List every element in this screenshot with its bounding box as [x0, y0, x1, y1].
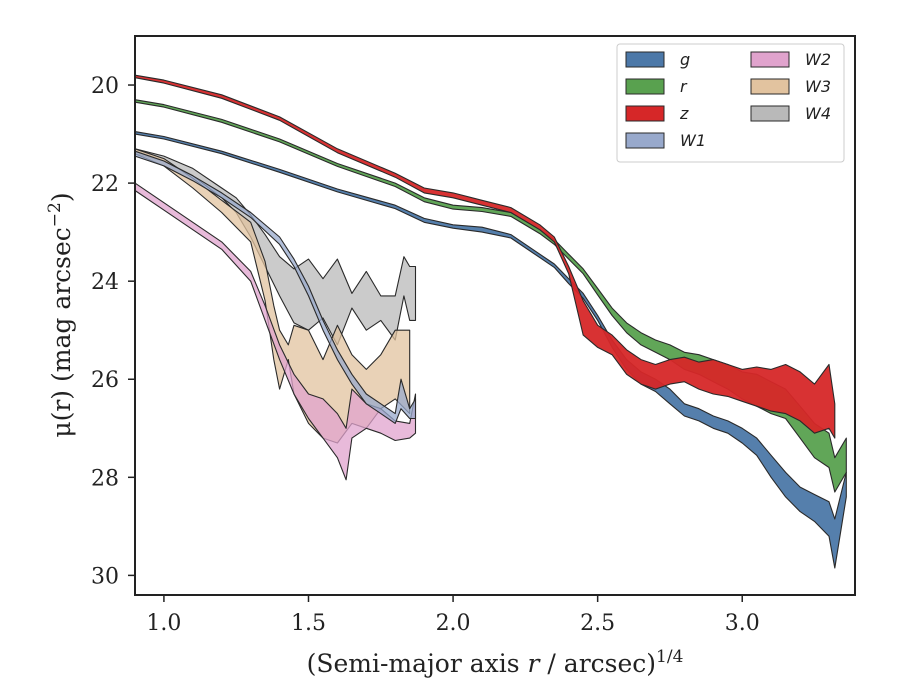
legend-item-g: g: [625, 50, 690, 69]
legend-swatch: [625, 51, 665, 68]
band-g: [134, 131, 847, 569]
legend-item-W3: W3: [750, 77, 831, 96]
legend-item-W1: W1: [625, 131, 706, 150]
y-tick-label: 28: [91, 466, 119, 491]
legend-swatch: [625, 78, 665, 95]
legend-item-W4: W4: [750, 104, 831, 123]
legend-item-r: r: [625, 77, 688, 96]
x-axis-title-exponent: 1/4: [656, 647, 683, 667]
legend: grz W1 W2 W3 W4: [616, 43, 845, 163]
legend-item-W2: W2: [750, 50, 831, 69]
legend-swatch: [625, 105, 665, 122]
legend-label: z: [679, 104, 689, 123]
x-tick-label: 2.5: [580, 611, 615, 636]
legend-label: r: [680, 77, 688, 96]
y-tick-label: 22: [91, 172, 119, 197]
x-tick-label: 2.0: [436, 611, 471, 636]
legend-label: W4: [805, 104, 831, 123]
y-axis-title-close: ): [47, 192, 76, 202]
x-tick-label: 3.0: [725, 611, 760, 636]
plot-frame: [134, 35, 856, 596]
x-ticks: 1.0 1.5 2.0 2.5 3.0: [146, 595, 760, 636]
legend-swatch: [750, 78, 790, 95]
y-axis-title-exponent: −2: [45, 202, 65, 227]
legend-label: W1: [680, 131, 706, 150]
legend-label: W3: [805, 77, 831, 96]
x-tick-label: 1.0: [146, 611, 181, 636]
legend-swatch: [625, 132, 665, 149]
legend-label: W2: [805, 50, 831, 69]
x-axis-title-text: (Semi-major axis r / arcsec): [307, 649, 656, 678]
y-tick-label: 26: [91, 368, 119, 393]
y-tick-label: 30: [91, 564, 119, 589]
legend-swatch: [750, 51, 790, 68]
y-axis-title: μ(r) (mag arcsec−2): [45, 192, 76, 437]
bands-layer: [134, 74, 847, 569]
x-axis-title: (Semi-major axis r / arcsec)1/4: [307, 647, 684, 678]
y-axis-title-text: μ(r) (mag arcsec: [47, 227, 76, 437]
y-tick-label: 24: [91, 270, 119, 295]
band-W1: [134, 150, 417, 424]
y-tick-label: 20: [91, 74, 119, 99]
y-ticks: 20 22 24 26 28 30: [91, 74, 135, 589]
x-tick-label: 1.5: [291, 611, 326, 636]
legend-swatch: [750, 105, 790, 122]
legend-box: [616, 43, 845, 163]
band-W2: [134, 182, 417, 481]
band-z: [134, 74, 836, 439]
legend-item-z: z: [625, 104, 689, 123]
legend-label: g: [680, 50, 690, 69]
